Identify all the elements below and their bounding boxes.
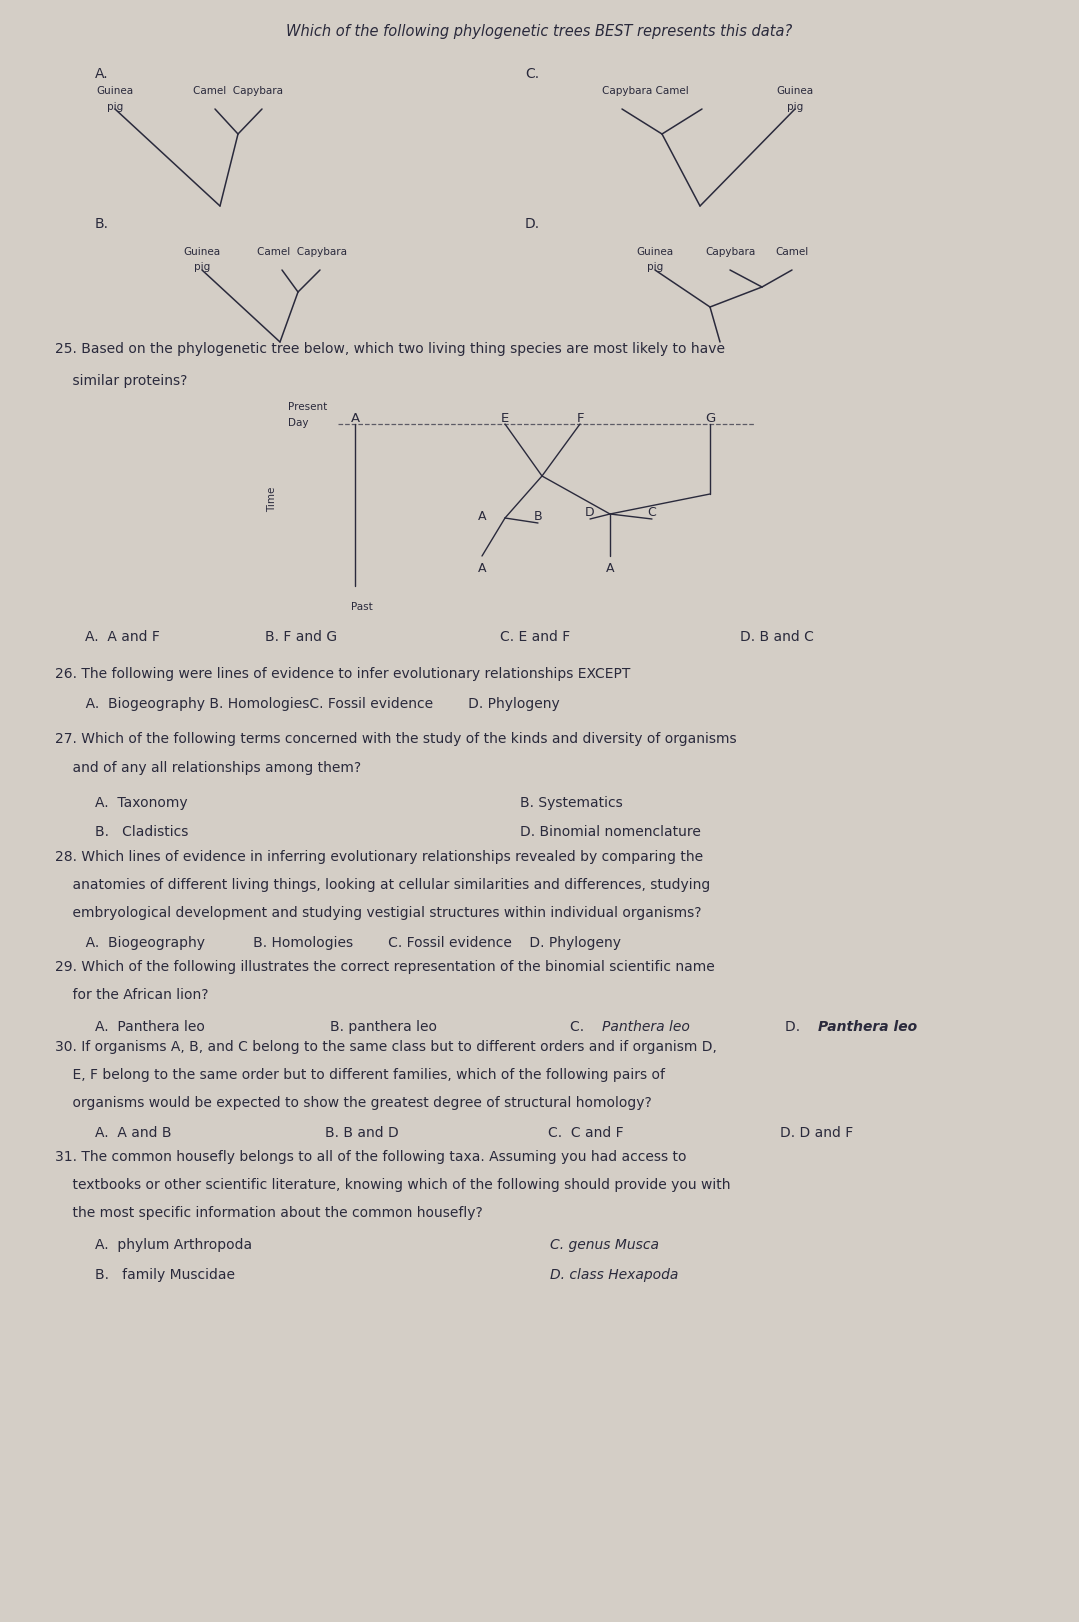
Text: A: A [605, 561, 614, 576]
Text: C. genus Musca: C. genus Musca [550, 1238, 659, 1252]
Text: Day: Day [288, 418, 309, 428]
Text: D. D and F: D. D and F [780, 1126, 853, 1140]
Text: and of any all relationships among them?: and of any all relationships among them? [55, 761, 361, 775]
Text: 25. Based on the phylogenetic tree below, which two living thing species are mos: 25. Based on the phylogenetic tree below… [55, 342, 725, 355]
Text: A: A [478, 561, 487, 576]
Text: A.  phylum Arthropoda: A. phylum Arthropoda [95, 1238, 252, 1252]
Text: Camel  Capybara: Camel Capybara [193, 86, 283, 96]
Text: D. class Hexapoda: D. class Hexapoda [550, 1268, 679, 1281]
Text: Camel: Camel [776, 247, 808, 256]
Text: B.: B. [95, 217, 109, 230]
Text: 28. Which lines of evidence in inferring evolutionary relationships revealed by : 28. Which lines of evidence in inferring… [55, 850, 704, 865]
Text: the most specific information about the common housefly?: the most specific information about the … [55, 1207, 482, 1220]
Text: textbooks or other scientific literature, knowing which of the following should : textbooks or other scientific literature… [55, 1178, 730, 1192]
Text: A.  A and F: A. A and F [85, 629, 160, 644]
Text: embryological development and studying vestigial structures within individual or: embryological development and studying v… [55, 907, 701, 920]
Text: Guinea: Guinea [637, 247, 673, 256]
Text: A.: A. [95, 67, 109, 81]
Text: B. Systematics: B. Systematics [520, 796, 623, 809]
Text: D: D [585, 506, 595, 519]
Text: D.: D. [786, 1020, 805, 1033]
Text: A.  Taxonomy: A. Taxonomy [95, 796, 188, 809]
Text: G: G [705, 412, 715, 425]
Text: 26. The following were lines of evidence to infer evolutionary relationships EXC: 26. The following were lines of evidence… [55, 667, 630, 681]
Text: Capybara: Capybara [705, 247, 755, 256]
Text: B.   Cladistics: B. Cladistics [95, 826, 189, 839]
Text: for the African lion?: for the African lion? [55, 988, 208, 1002]
Text: E: E [501, 412, 509, 425]
Text: Capybara Camel: Capybara Camel [602, 86, 688, 96]
Text: B. panthera leo: B. panthera leo [330, 1020, 437, 1033]
Text: A.  A and B: A. A and B [95, 1126, 172, 1140]
Text: A.  Biogeography B. HomologiesC. Fossil evidence        D. Phylogeny: A. Biogeography B. HomologiesC. Fossil e… [55, 697, 560, 710]
Text: pig: pig [787, 102, 803, 112]
Text: B: B [534, 509, 543, 522]
Text: Panthera leo: Panthera leo [602, 1020, 689, 1033]
Text: D. B and C: D. B and C [740, 629, 814, 644]
Text: 29. Which of the following illustrates the correct representation of the binomia: 29. Which of the following illustrates t… [55, 960, 714, 973]
Text: Present: Present [288, 402, 327, 412]
Text: C.: C. [525, 67, 540, 81]
Text: Camel  Capybara: Camel Capybara [257, 247, 347, 256]
Text: A.  Panthera leo: A. Panthera leo [95, 1020, 205, 1033]
Text: A: A [478, 509, 487, 522]
Text: organisms would be expected to show the greatest degree of structural homology?: organisms would be expected to show the … [55, 1096, 652, 1109]
Text: Past: Past [351, 602, 373, 611]
Text: E, F belong to the same order but to different families, which of the following : E, F belong to the same order but to dif… [55, 1067, 665, 1082]
Text: Guinea: Guinea [777, 86, 814, 96]
Text: C. E and F: C. E and F [500, 629, 570, 644]
Text: 30. If organisms A, B, and C belong to the same class but to different orders an: 30. If organisms A, B, and C belong to t… [55, 1040, 716, 1054]
Text: pig: pig [647, 263, 664, 272]
Text: C.: C. [570, 1020, 588, 1033]
Text: B. F and G: B. F and G [265, 629, 337, 644]
Text: pig: pig [194, 263, 210, 272]
Text: Guinea: Guinea [96, 86, 134, 96]
Text: Time: Time [267, 487, 277, 511]
Text: A: A [351, 412, 359, 425]
Text: pig: pig [107, 102, 123, 112]
Text: B.   family Muscidae: B. family Muscidae [95, 1268, 235, 1281]
Text: similar proteins?: similar proteins? [55, 375, 188, 388]
Text: F: F [576, 412, 584, 425]
Text: 31. The common housefly belongs to all of the following taxa. Assuming you had a: 31. The common housefly belongs to all o… [55, 1150, 686, 1165]
Text: A.  Biogeography           B. Homologies        C. Fossil evidence    D. Phyloge: A. Biogeography B. Homologies C. Fossil … [55, 936, 622, 950]
Text: C: C [647, 506, 656, 519]
Text: Which of the following phylogenetic trees BEST represents this data?: Which of the following phylogenetic tree… [286, 24, 792, 39]
Text: 27. Which of the following terms concerned with the study of the kinds and diver: 27. Which of the following terms concern… [55, 732, 737, 746]
Text: B. B and D: B. B and D [325, 1126, 399, 1140]
Text: Panthera leo: Panthera leo [818, 1020, 917, 1033]
Text: Guinea: Guinea [183, 247, 220, 256]
Text: D.: D. [525, 217, 541, 230]
Text: C.  C and F: C. C and F [548, 1126, 624, 1140]
Text: D. Binomial nomenclature: D. Binomial nomenclature [520, 826, 701, 839]
Text: anatomies of different living things, looking at cellular similarities and diffe: anatomies of different living things, lo… [55, 878, 710, 892]
